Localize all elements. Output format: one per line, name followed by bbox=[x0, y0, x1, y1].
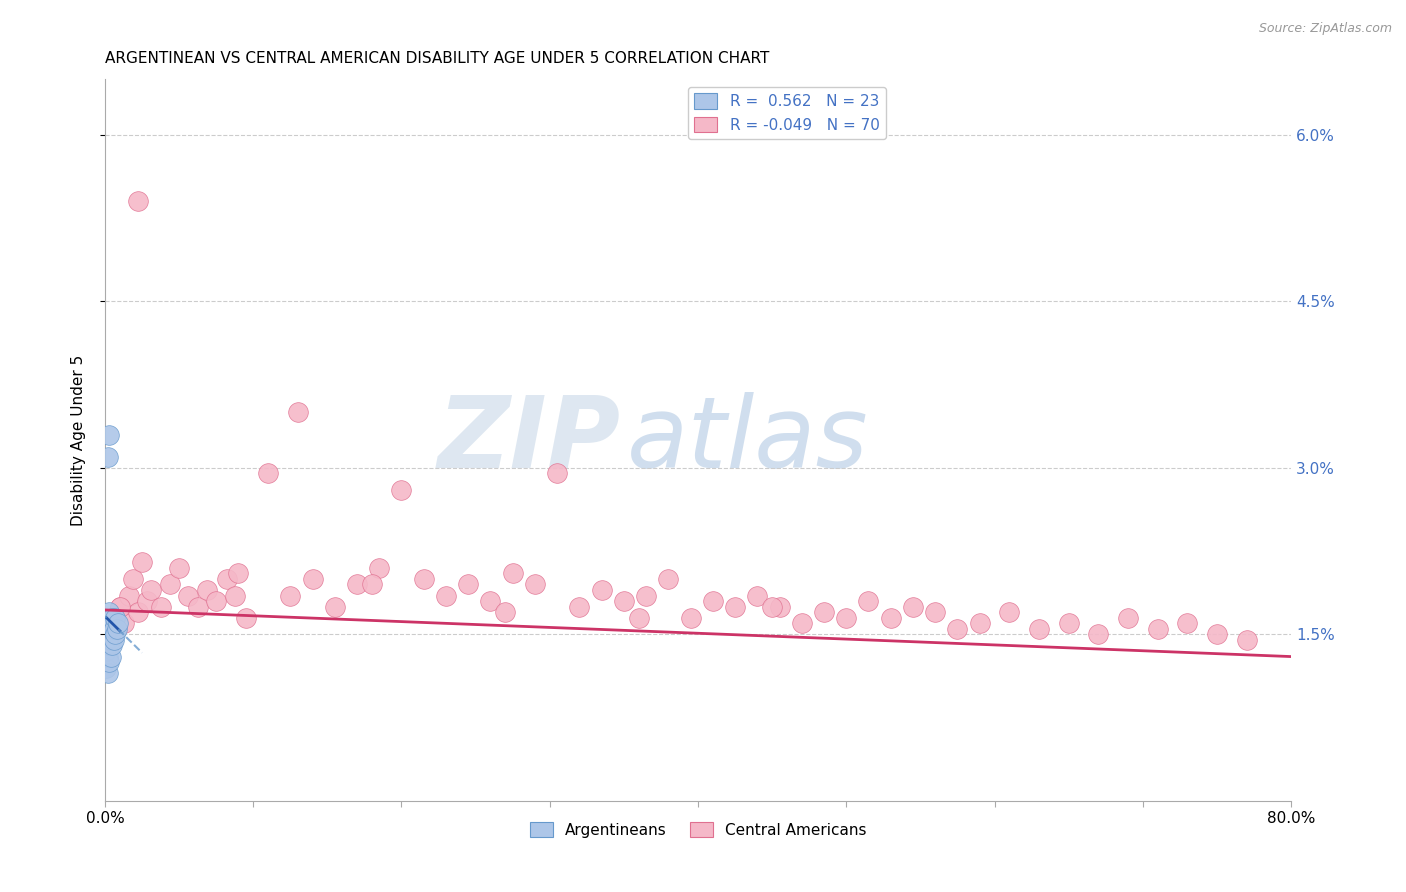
Point bbox=[98, 427, 121, 442]
Point bbox=[97, 632, 120, 647]
Point bbox=[131, 555, 153, 569]
Point bbox=[97, 649, 120, 664]
Point bbox=[108, 599, 131, 614]
Point bbox=[946, 622, 969, 636]
Text: Source: ZipAtlas.com: Source: ZipAtlas.com bbox=[1258, 22, 1392, 36]
Point bbox=[105, 622, 128, 636]
Point bbox=[257, 467, 280, 481]
Point bbox=[104, 611, 127, 625]
Point bbox=[122, 572, 145, 586]
Point bbox=[127, 605, 149, 619]
Point bbox=[1236, 632, 1258, 647]
Point bbox=[150, 599, 173, 614]
Point bbox=[998, 605, 1021, 619]
Point bbox=[287, 405, 309, 419]
Point bbox=[768, 599, 790, 614]
Point bbox=[1087, 627, 1109, 641]
Point bbox=[103, 622, 125, 636]
Point bbox=[457, 577, 479, 591]
Text: ZIP: ZIP bbox=[437, 392, 621, 489]
Point bbox=[323, 599, 346, 614]
Point bbox=[346, 577, 368, 591]
Point bbox=[591, 582, 613, 597]
Point bbox=[568, 599, 591, 614]
Point bbox=[702, 594, 724, 608]
Point bbox=[368, 561, 391, 575]
Point bbox=[360, 577, 382, 591]
Point bbox=[761, 599, 783, 614]
Point bbox=[901, 599, 924, 614]
Point bbox=[479, 594, 502, 608]
Point bbox=[747, 589, 769, 603]
Point bbox=[97, 450, 120, 464]
Point bbox=[546, 467, 568, 481]
Point bbox=[224, 589, 246, 603]
Point bbox=[434, 589, 457, 603]
Point bbox=[127, 194, 149, 209]
Point bbox=[107, 616, 129, 631]
Point bbox=[100, 616, 122, 631]
Point bbox=[104, 611, 127, 625]
Point bbox=[98, 639, 121, 653]
Point bbox=[228, 566, 250, 581]
Point bbox=[112, 616, 135, 631]
Point bbox=[98, 622, 121, 636]
Point bbox=[613, 594, 636, 608]
Text: ARGENTINEAN VS CENTRAL AMERICAN DISABILITY AGE UNDER 5 CORRELATION CHART: ARGENTINEAN VS CENTRAL AMERICAN DISABILI… bbox=[105, 51, 769, 66]
Point bbox=[101, 639, 124, 653]
Point bbox=[97, 666, 120, 681]
Point bbox=[135, 594, 157, 608]
Point bbox=[813, 605, 835, 619]
Point bbox=[636, 589, 658, 603]
Point bbox=[205, 594, 228, 608]
Point bbox=[278, 589, 301, 603]
Point bbox=[1146, 622, 1168, 636]
Y-axis label: Disability Age Under 5: Disability Age Under 5 bbox=[72, 354, 86, 525]
Point bbox=[1206, 627, 1229, 641]
Point bbox=[101, 622, 124, 636]
Point bbox=[1175, 616, 1198, 631]
Point bbox=[1028, 622, 1050, 636]
Text: atlas: atlas bbox=[627, 392, 869, 489]
Point bbox=[98, 655, 121, 669]
Point bbox=[502, 566, 524, 581]
Point bbox=[103, 632, 125, 647]
Point bbox=[679, 611, 702, 625]
Point bbox=[96, 661, 118, 675]
Point bbox=[108, 599, 131, 614]
Point bbox=[1057, 616, 1080, 631]
Point bbox=[412, 572, 434, 586]
Point bbox=[96, 644, 118, 658]
Point bbox=[790, 616, 813, 631]
Point bbox=[101, 611, 124, 625]
Point bbox=[391, 483, 413, 497]
Point bbox=[139, 582, 162, 597]
Point bbox=[215, 572, 238, 586]
Point bbox=[100, 632, 122, 647]
Point bbox=[195, 582, 218, 597]
Point bbox=[523, 577, 546, 591]
Point bbox=[1116, 611, 1139, 625]
Point bbox=[235, 611, 257, 625]
Point bbox=[159, 577, 181, 591]
Point bbox=[858, 594, 880, 608]
Point bbox=[657, 572, 679, 586]
Point bbox=[835, 611, 858, 625]
Point bbox=[104, 627, 127, 641]
Point bbox=[301, 572, 323, 586]
Point bbox=[924, 605, 946, 619]
Point bbox=[100, 622, 122, 636]
Point bbox=[880, 611, 903, 625]
Legend: Argentineans, Central Americans: Argentineans, Central Americans bbox=[523, 815, 872, 844]
Point bbox=[627, 611, 650, 625]
Point bbox=[187, 599, 209, 614]
Point bbox=[724, 599, 747, 614]
Point bbox=[98, 605, 121, 619]
Point bbox=[177, 589, 200, 603]
Point bbox=[118, 589, 141, 603]
Point bbox=[969, 616, 991, 631]
Point bbox=[100, 649, 122, 664]
Point bbox=[167, 561, 190, 575]
Point bbox=[494, 605, 516, 619]
